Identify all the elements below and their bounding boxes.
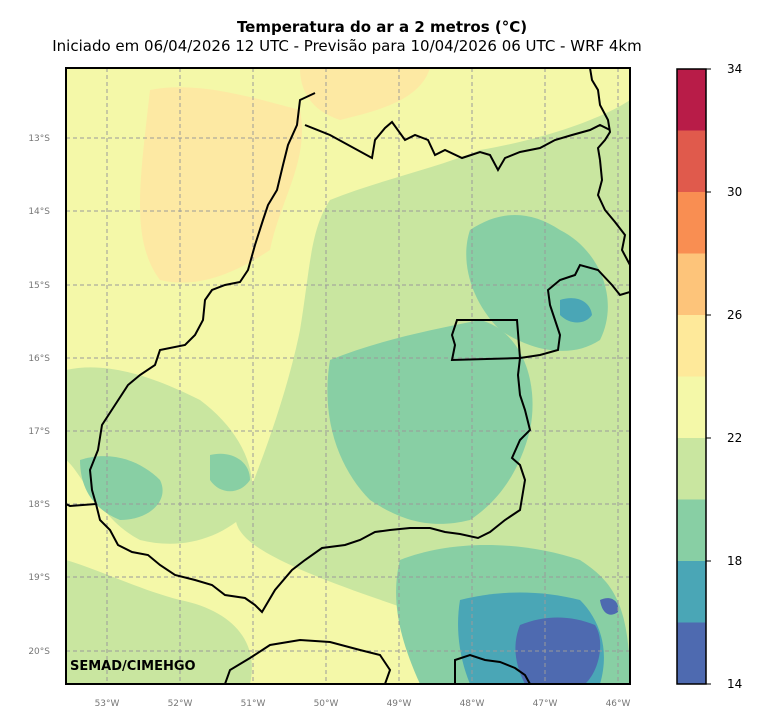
map-title: Temperatura do ar a 2 metros (°C)	[236, 18, 528, 36]
colorbar-tick-label: 34	[727, 62, 742, 76]
warm-patch	[140, 87, 303, 283]
lat-label: 14°S	[28, 207, 50, 217]
lon-labels: 53°W 52°W 51°W 50°W 49°W 48°W 47°W 46°W	[95, 699, 631, 709]
lat-label: 20°S	[28, 647, 50, 657]
temperature-field	[66, 68, 630, 684]
colorbar-segment	[677, 253, 706, 316]
goias-border-south	[95, 357, 532, 614]
lat-label: 18°S	[28, 500, 50, 510]
colorbar	[677, 69, 706, 685]
lon-label: 48°W	[460, 699, 485, 709]
colorbar-segment	[677, 561, 706, 623]
lon-label: 51°W	[241, 699, 266, 709]
southern-border	[224, 638, 392, 684]
lon-label: 53°W	[95, 699, 120, 709]
southern-border-east	[454, 653, 531, 684]
warm-patch-north	[300, 68, 430, 120]
colorbar-segment	[677, 438, 706, 500]
coldest-patch	[600, 598, 619, 615]
goias-border-east	[519, 263, 630, 359]
cool-patch-west	[80, 456, 163, 520]
colorbar-ticks: 34 30 26 22 18 14	[706, 62, 742, 691]
distrito-federal-border	[450, 319, 522, 362]
gridlines	[66, 68, 630, 684]
lat-label: 15°S	[28, 281, 50, 291]
map-frame	[65, 67, 631, 685]
lon-label: 47°W	[533, 699, 558, 709]
cool-region-center	[327, 320, 533, 524]
lat-label: 19°S	[28, 573, 50, 583]
goias-border-northeast	[589, 68, 612, 161]
lon-label: 50°W	[314, 699, 339, 709]
lat-label: 13°S	[28, 134, 50, 144]
colorbar-segment	[677, 376, 706, 439]
colorbar-segment	[677, 622, 706, 685]
colorbar-tick-label: 26	[727, 308, 742, 322]
colorbar-tick-label: 14	[727, 677, 742, 691]
colorbar-segment	[677, 192, 706, 254]
colorbar-tick-label: 22	[727, 431, 742, 445]
state-borders	[66, 68, 630, 684]
goias-border-north	[304, 120, 611, 173]
cold-patch	[560, 298, 592, 323]
lat-labels: 13°S 14°S 15°S 16°S 17°S 18°S 19°S 20°S	[28, 134, 50, 657]
colorbar-frame	[676, 68, 707, 685]
credit-label: SEMAD/CIMEHGO	[70, 659, 196, 674]
map-subtitle: Iniciado em 06/04/2026 12 UTC - Previsão…	[52, 37, 642, 55]
colorbar-segment	[677, 69, 706, 131]
colorbar-segment	[677, 315, 706, 377]
lat-label: 16°S	[28, 354, 50, 364]
lon-label: 49°W	[387, 699, 412, 709]
colorbar-tick-label: 18	[727, 554, 742, 568]
cool-patch-west2	[210, 453, 250, 492]
goias-border-northeast2	[596, 159, 630, 266]
green-region-southwest	[66, 560, 252, 684]
lon-label: 52°W	[168, 699, 193, 709]
lat-label: 17°S	[28, 427, 50, 437]
colorbar-tick-label: 30	[727, 185, 742, 199]
colorbar-segment	[677, 130, 706, 193]
colorbar-segment	[677, 499, 706, 562]
lon-label: 46°W	[606, 699, 631, 709]
goias-border	[66, 92, 316, 508]
